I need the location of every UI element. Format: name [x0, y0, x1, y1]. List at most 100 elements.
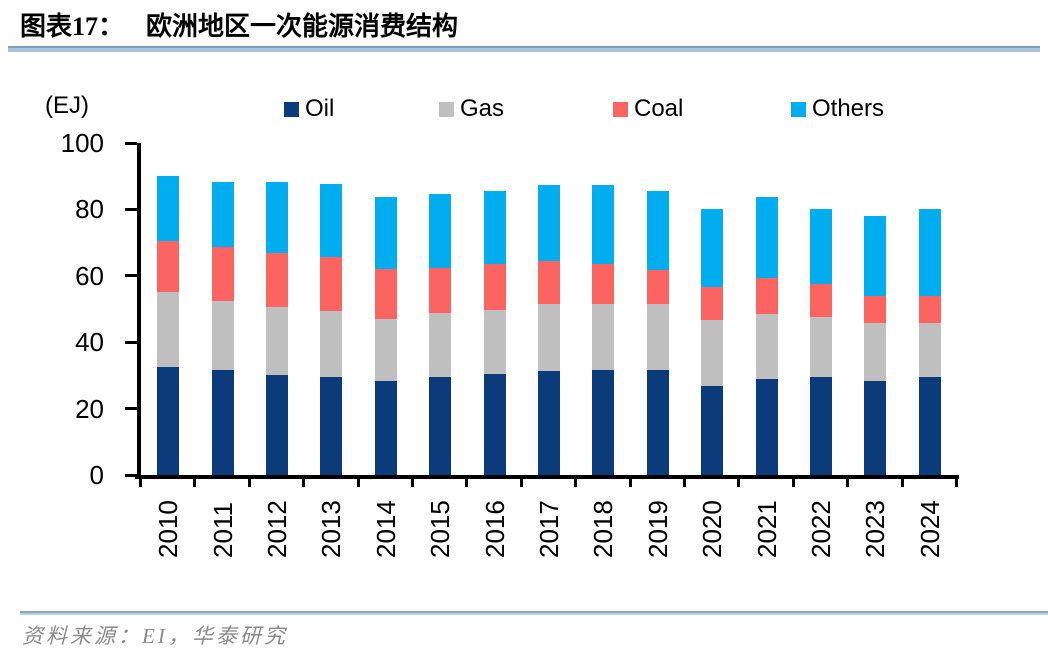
x-axis-tick	[846, 477, 850, 487]
bar-segment-coal-2014	[374, 269, 397, 320]
bar-segment-coal-2020	[701, 286, 724, 320]
y-axis-tick	[125, 141, 137, 145]
y-axis-line	[137, 143, 141, 479]
bar-segment-others-2012	[265, 181, 288, 253]
bar-segment-coal-2023	[864, 296, 887, 323]
x-axis-label-2018: 2018	[588, 500, 619, 558]
x-axis-tick	[791, 477, 795, 487]
bar-segment-others-2010	[157, 175, 180, 242]
x-axis-label-2021: 2021	[751, 500, 782, 558]
bar-segment-others-2019	[646, 190, 669, 270]
bar-segment-oil-2020	[701, 385, 724, 475]
x-axis-tick	[737, 477, 741, 487]
bar-segment-gas-2021	[755, 314, 778, 380]
bar-stack-2018	[592, 185, 615, 475]
x-axis-label-2023: 2023	[860, 500, 891, 558]
bar-2024	[903, 209, 957, 475]
bar-segment-oil-2010	[157, 367, 180, 475]
bar-segment-coal-2024	[918, 295, 941, 324]
x-axis-tick	[574, 477, 578, 487]
x-axis-label-2019: 2019	[642, 500, 673, 558]
bar-stack-2023	[864, 215, 887, 475]
y-axis-tick	[125, 473, 137, 477]
bar-segment-gas-2017	[537, 304, 560, 372]
bar-segment-oil-2014	[374, 380, 397, 475]
y-axis-tick-label: 80	[75, 194, 104, 225]
bar-segment-oil-2017	[537, 371, 560, 475]
plot-area	[141, 143, 957, 475]
bar-segment-coal-2013	[320, 256, 343, 311]
bar-segment-gas-2013	[320, 311, 343, 377]
y-axis-tick-label: 40	[75, 327, 104, 358]
y-axis-tick	[125, 340, 137, 344]
bar-segment-gas-2020	[701, 319, 724, 386]
bar-stack-2022	[809, 209, 832, 475]
legend-label-oil: Oil	[305, 95, 335, 122]
bar-segment-coal-2017	[537, 260, 560, 305]
y-axis-tick	[125, 407, 137, 411]
x-axis-label-2012: 2012	[262, 500, 292, 558]
x-axis-label-2016: 2016	[479, 500, 510, 558]
x-axis-tick	[302, 477, 306, 487]
legend-label-coal: Coal	[634, 95, 684, 122]
bar-segment-others-2023	[864, 215, 887, 297]
x-axis-label-2013: 2013	[316, 500, 347, 558]
bar-segment-oil-2016	[483, 374, 506, 475]
bar-segment-others-2015	[429, 193, 452, 269]
legend-item-others: Others	[791, 94, 884, 124]
bar-2013	[304, 184, 358, 475]
bar-segment-others-2018	[592, 185, 615, 264]
legend-swatch-coal-icon	[613, 101, 628, 117]
bar-stack-2017	[537, 185, 560, 475]
legend-swatch-gas-icon	[439, 101, 454, 117]
bar-stack-2020	[701, 209, 724, 475]
bar-2022	[794, 209, 848, 475]
legend-item-coal: Coal	[613, 94, 683, 124]
x-axis-tick	[465, 477, 469, 487]
x-axis-tick	[955, 477, 958, 487]
legend-swatch-others-icon	[791, 101, 806, 117]
bar-2015	[413, 193, 467, 475]
x-axis-label-2014: 2014	[370, 500, 401, 558]
x-axis-tick	[519, 477, 523, 487]
bar-segment-oil-2023	[864, 380, 887, 475]
y-axis-tick-label: 0	[89, 460, 104, 490]
bar-segment-coal-2018	[592, 263, 615, 305]
bar-segment-others-2014	[374, 197, 397, 270]
bar-segment-coal-2022	[809, 284, 832, 318]
bar-segment-oil-2021	[755, 379, 778, 475]
bar-stack-2012	[265, 181, 288, 475]
bar-segment-oil-2018	[592, 370, 615, 475]
legend-swatch-oil-icon	[284, 101, 299, 117]
legend-label-gas: Gas	[460, 95, 505, 122]
bar-stack-2014	[374, 197, 397, 475]
bar-stack-2024	[918, 209, 941, 475]
x-axis-tick	[193, 477, 197, 487]
y-axis-unit-label: (EJ)	[45, 92, 89, 119]
x-axis-label-2010: 2010	[153, 500, 184, 558]
y-axis-tick	[125, 274, 137, 278]
bar-segment-others-2020	[701, 209, 724, 287]
source-note: 资料来源：EI，华泰研究	[22, 624, 288, 648]
x-axis-tick	[139, 477, 142, 487]
bar-segment-gas-2023	[864, 322, 887, 381]
legend-item-gas: Gas	[439, 94, 504, 124]
figure-title-text: 欧洲地区一次能源消费结构	[146, 12, 459, 41]
bar-2014	[359, 197, 413, 475]
legend-label-others: Others	[812, 95, 885, 122]
bar-segment-others-2021	[755, 197, 778, 278]
x-axis-label-2011: 2011	[207, 502, 238, 558]
source-divider	[20, 611, 1048, 615]
bar-segment-gas-2011	[211, 300, 234, 371]
bar-stack-2019	[646, 190, 669, 475]
y-axis-tick-label: 60	[75, 260, 104, 291]
bar-stack-2016	[483, 191, 506, 475]
bar-segment-coal-2015	[429, 268, 452, 314]
bar-segment-gas-2012	[265, 307, 288, 376]
bar-segment-coal-2019	[646, 269, 669, 305]
bar-segment-gas-2024	[918, 323, 941, 378]
bar-segment-oil-2022	[809, 376, 832, 475]
bar-segment-gas-2010	[157, 291, 180, 368]
bar-2021	[739, 197, 793, 475]
